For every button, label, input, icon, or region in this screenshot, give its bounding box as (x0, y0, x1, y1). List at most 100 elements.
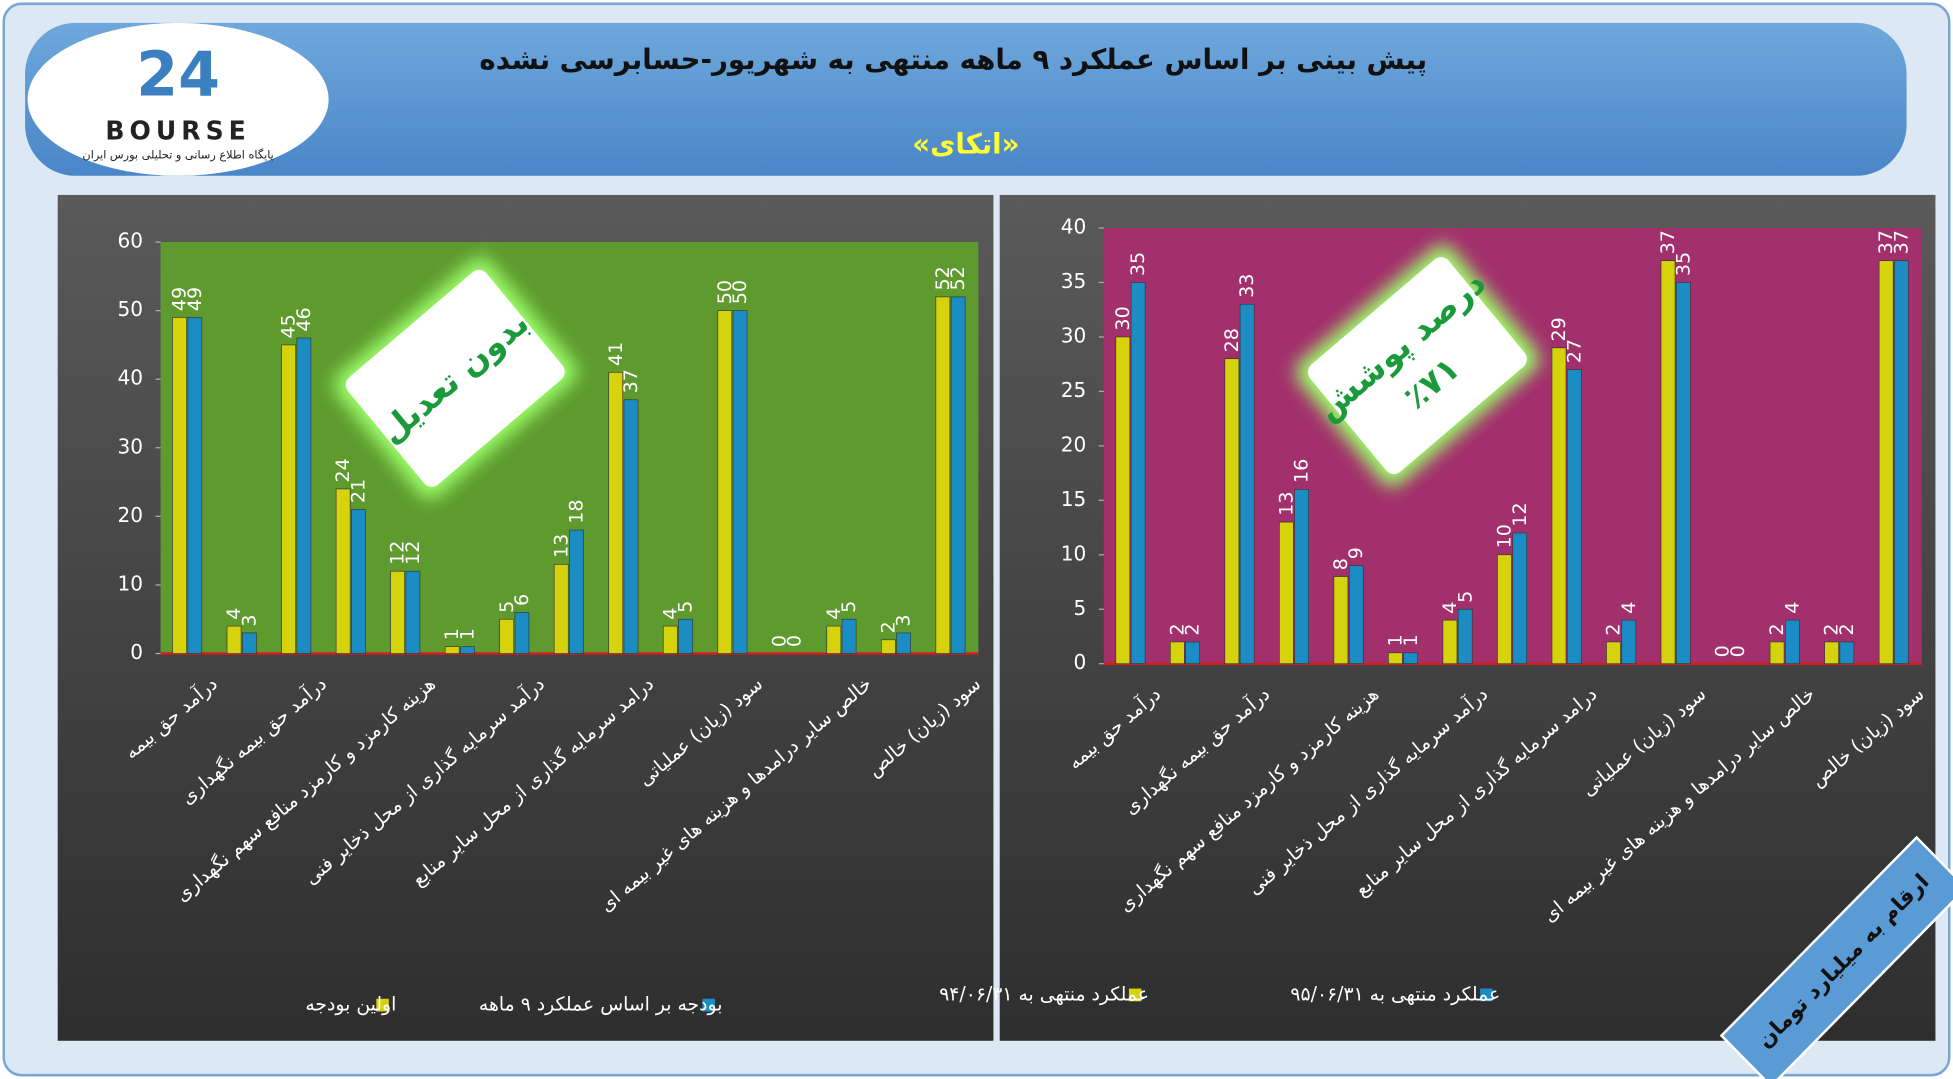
data-label: 5 (496, 601, 518, 613)
bar (1388, 652, 1403, 665)
data-label: 2 (1836, 623, 1858, 635)
y-tick-label: 20 (1061, 432, 1087, 456)
data-label: 30 (1112, 306, 1134, 330)
bar (569, 529, 584, 654)
stamp-bg (345, 269, 565, 487)
y-tick-label: 30 (1061, 323, 1087, 347)
y-tick-label: 60 (117, 228, 143, 252)
bar (499, 618, 515, 654)
bar (226, 625, 242, 654)
data-label: 12 (402, 541, 424, 565)
bar (296, 337, 312, 654)
data-label: 45 (278, 314, 300, 338)
data-label: 2 (1167, 623, 1189, 635)
bar (1839, 641, 1855, 665)
data-label: 3 (239, 614, 261, 626)
data-label: 10 (1494, 524, 1516, 548)
bar (553, 564, 569, 654)
bar (1279, 521, 1294, 665)
stamp: بدون تعدیل (333, 257, 578, 500)
logo-tagline: پایگاه اطلاع رسانی و تحلیلی بورس ایران (82, 147, 273, 162)
data-label: 52 (932, 266, 954, 290)
data-label: 1 (1385, 634, 1407, 646)
bar (444, 646, 460, 654)
data-label: 29 (1548, 317, 1570, 341)
badge-bg (1719, 835, 1953, 1079)
bar (1824, 641, 1839, 665)
data-label: 18 (566, 499, 588, 523)
data-label: 6 (511, 594, 533, 606)
y-tick-label: 40 (117, 366, 143, 390)
data-label: 2 (1603, 623, 1625, 635)
bar (841, 618, 857, 654)
bar (1566, 369, 1582, 665)
logo-name: BOURSE (105, 116, 250, 145)
data-label: 13 (550, 534, 572, 558)
header-title: پیش بینی بر اساس عملکرد ۹ ماهه منتهی به … (479, 43, 1427, 76)
stamp-bg (1307, 257, 1527, 475)
bar (1403, 652, 1419, 665)
bar (935, 296, 951, 654)
y-tick-label: 25 (1061, 378, 1087, 402)
data-label: 50 (729, 280, 751, 304)
bar (881, 639, 896, 654)
data-label: 27 (1563, 339, 1585, 363)
data-label: 4 (1782, 602, 1804, 614)
bar (1115, 336, 1131, 665)
legend-label: بودجه بر اساس عملکرد ۹ ماهه (479, 994, 723, 1016)
data-label: 35 (1673, 252, 1695, 276)
data-label: 50 (714, 280, 736, 304)
bar (1224, 358, 1240, 665)
bar (1551, 347, 1567, 665)
data-label: 0 (769, 635, 791, 647)
bar (390, 570, 405, 654)
data-label: 37 (1875, 230, 1897, 254)
data-label: 49 (184, 287, 206, 311)
bar (1457, 608, 1473, 665)
bar (335, 488, 351, 654)
data-label: 0 (1727, 645, 1749, 657)
data-label: 4 (1618, 602, 1640, 614)
bar (950, 296, 966, 654)
legend-label: عملکرد منتهی به ۹۵/۰۶/۳۱ (1290, 983, 1500, 1005)
data-label: 1 (441, 628, 463, 640)
legend-swatch (1480, 988, 1493, 1002)
y-tick-label: 15 (1061, 487, 1087, 511)
data-label: 3 (893, 614, 915, 626)
bar (662, 625, 678, 654)
legend-swatch (702, 998, 715, 1012)
bar (678, 618, 693, 654)
data-label: 28 (1221, 328, 1243, 352)
y-tick-label: 0 (130, 640, 143, 664)
data-label: 1 (1400, 634, 1422, 646)
data-label: 2 (1182, 623, 1204, 635)
bar (1894, 260, 1909, 665)
logo-bg (27, 22, 329, 176)
bar (1660, 260, 1676, 665)
legend-label: عملکرد منتهی به ۹۴/۰۶/۳۱ (939, 983, 1149, 1005)
bar (1348, 565, 1364, 665)
bar (1130, 282, 1146, 665)
data-label: 37 (1891, 230, 1913, 254)
y-tick-label: 35 (1061, 269, 1087, 293)
bar (717, 310, 733, 654)
data-label: 16 (1291, 459, 1313, 483)
stamp: درصد پوشش٪۷۱ (1295, 244, 1540, 487)
data-label: 8 (1330, 558, 1352, 570)
bar (281, 344, 296, 654)
bar (187, 317, 203, 654)
legend-label: اولین بودجه (305, 994, 396, 1016)
bar (1769, 641, 1785, 665)
legend-swatch (376, 998, 389, 1012)
bar (1294, 489, 1309, 665)
data-label: 4 (1439, 602, 1461, 614)
data-label: 21 (348, 479, 370, 503)
y-tick-label: 30 (117, 434, 143, 458)
data-label: 13 (1276, 491, 1298, 515)
data-label: 4 (223, 608, 245, 620)
bar (514, 612, 530, 654)
data-label: 46 (293, 307, 315, 331)
y-tick-label: 20 (117, 503, 143, 527)
